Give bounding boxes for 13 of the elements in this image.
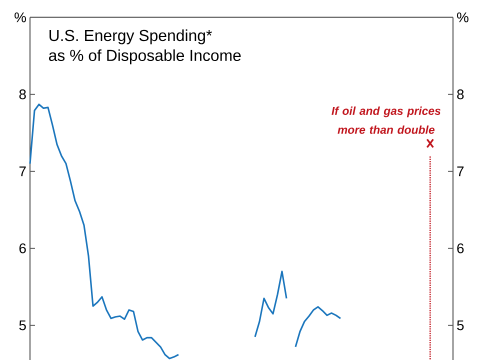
annotation: If oil and gas prices more than double: [332, 106, 441, 134]
text: U.S. Energy Spending*: [50, 29, 212, 44]
y-tick-label: 8: [19, 89, 26, 100]
y2-axis-title: %: [457, 12, 468, 22]
y-tick-label: 7: [19, 166, 26, 176]
y2-tick-label: 5: [457, 320, 464, 330]
y-tick-label: 5: [19, 320, 26, 330]
y2-tick-label: 7: [457, 166, 464, 176]
text: as % of Disposable Income: [49, 49, 241, 64]
y-axis-title: %: [14, 12, 26, 22]
y2-tick-label: 6: [457, 243, 464, 254]
y2-tick-label: 8: [457, 89, 464, 100]
y-tick-label: 6: [19, 243, 26, 254]
